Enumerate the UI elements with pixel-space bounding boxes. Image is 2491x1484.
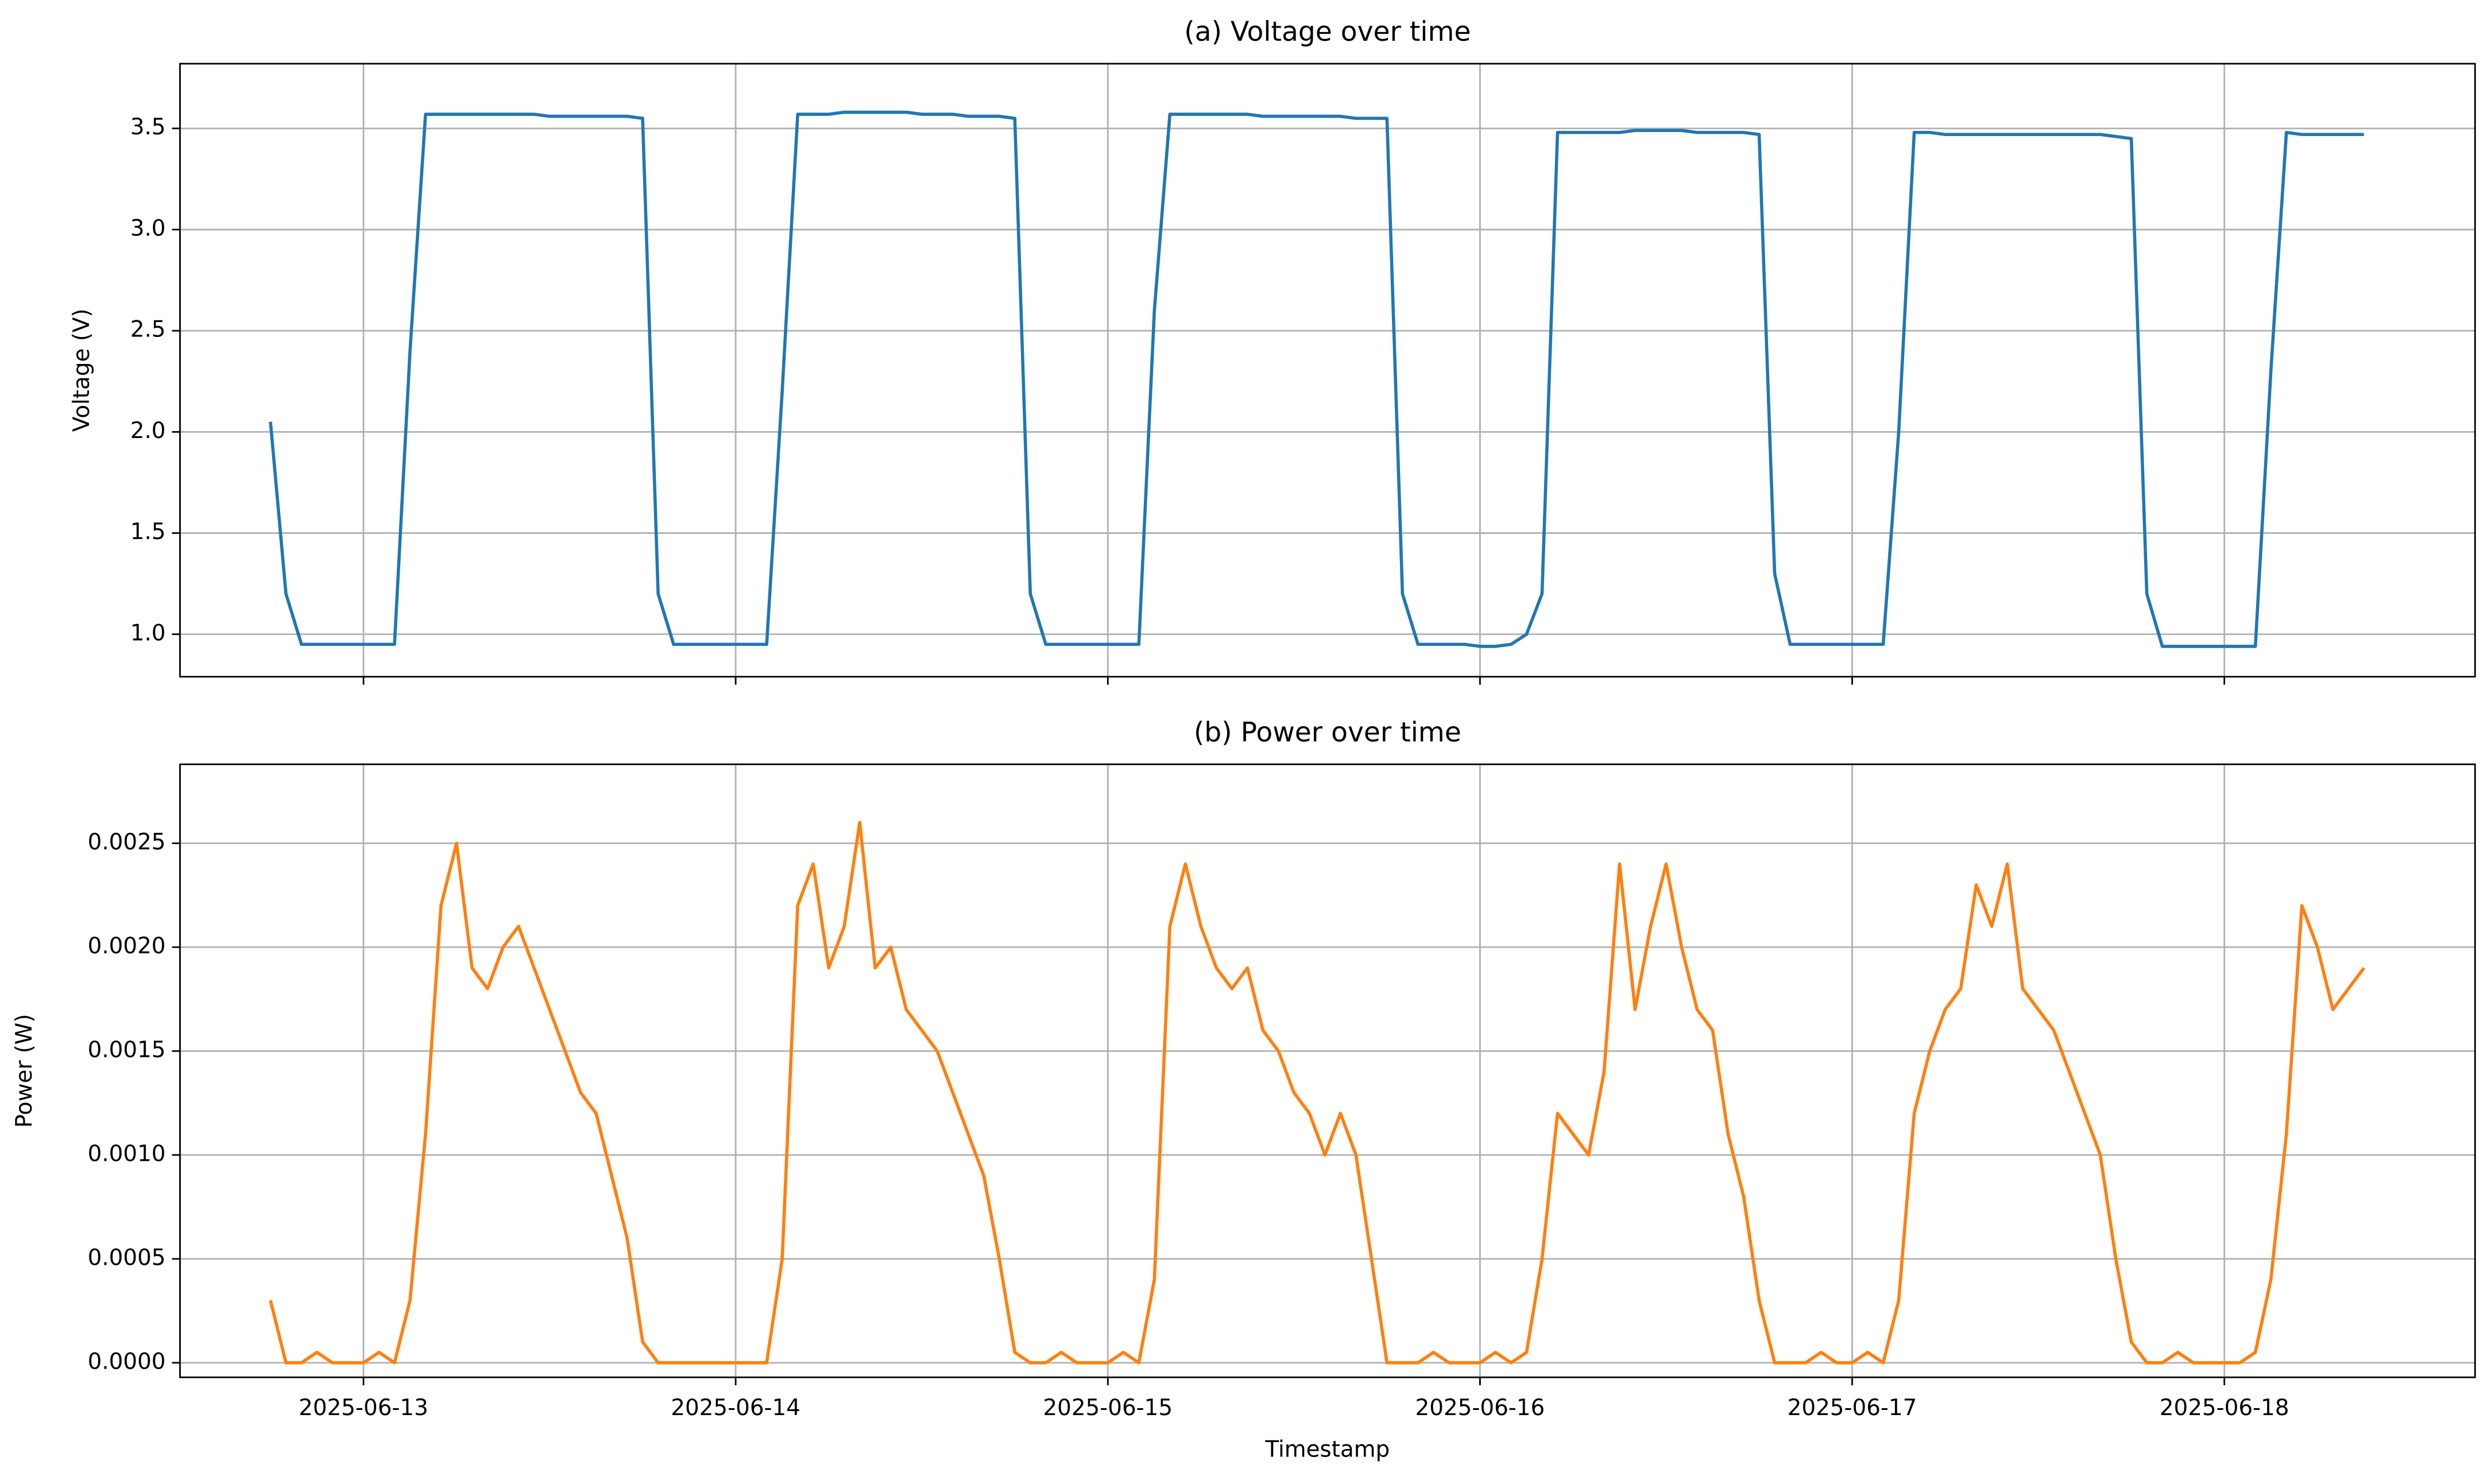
y-axis-label: Voltage (V)	[69, 308, 95, 432]
x-tick-label: 2025-06-17	[1788, 1395, 1917, 1421]
chart-title: (b) Power over time	[1194, 717, 1461, 749]
x-tick-label: 2025-06-15	[1043, 1395, 1173, 1421]
x-tick-label: 2025-06-16	[1415, 1395, 1545, 1421]
y-tick-label: 3.5	[130, 114, 166, 140]
y-tick-label: 1.5	[130, 519, 166, 545]
x-tick-label: 2025-06-13	[299, 1395, 428, 1421]
x-tick-label: 2025-06-14	[671, 1395, 800, 1421]
axes-frame	[179, 763, 2476, 1378]
y-tick-label: 0.0025	[88, 829, 166, 855]
chart-title: (a) Voltage over time	[1184, 16, 1471, 48]
y-tick-label: 1.0	[130, 620, 166, 646]
y-tick-label: 0.0015	[88, 1037, 166, 1063]
y-tick-label: 0.0020	[88, 933, 166, 959]
y-tick-label: 0.0000	[88, 1349, 166, 1374]
y-tick-label: 0.0010	[88, 1141, 166, 1167]
data-line	[269, 820, 2365, 1365]
y-tick-label: 0.0005	[88, 1245, 166, 1270]
axes-frame	[179, 63, 2476, 678]
y-tick-label: 2.5	[130, 317, 166, 343]
x-axis-label: Timestamp	[1264, 1436, 1390, 1462]
data-line	[269, 110, 2364, 648]
y-tick-label: 2.0	[130, 418, 166, 444]
y-axis-label: Power (W)	[11, 1014, 37, 1127]
x-tick-label: 2025-06-18	[2160, 1395, 2289, 1421]
y-tick-label: 3.0	[130, 215, 166, 241]
